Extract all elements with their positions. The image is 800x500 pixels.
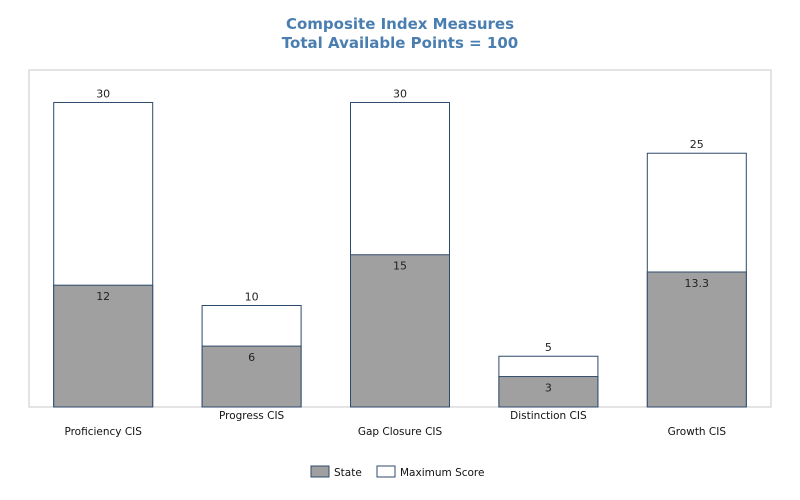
data-label-max-distinction-cis: 5: [545, 341, 552, 354]
legend-swatch-state: [310, 465, 330, 478]
category-label-progress-cis: Progress CIS: [219, 410, 285, 422]
bars-group: [53, 101, 747, 408]
bar-state-proficiency-cis: [53, 284, 154, 408]
legend: State Maximum Score: [310, 465, 484, 479]
data-label-max-progress-cis: 10: [245, 290, 259, 303]
bar-state-growth-cis: [646, 271, 747, 408]
category-label-gap-closure-cis: Gap Closure CIS: [358, 426, 443, 438]
category-label-proficiency-cis: Proficiency CIS: [64, 426, 142, 438]
data-label-max-growth-cis: 25: [690, 138, 704, 151]
category-label-distinction-cis: Distinction CIS: [510, 410, 587, 422]
data-label-max-gap-closure-cis: 30: [393, 87, 407, 100]
labels-group: 30 12 10 6 30 15 5 3 25 13.3: [96, 87, 709, 394]
chart-title: Composite Index Measures: [285, 15, 515, 33]
chart-subtitle: Total Available Points = 100: [281, 34, 519, 52]
bar-state-gap-closure-cis: [350, 254, 450, 408]
category-label-growth-cis: Growth CIS: [668, 426, 727, 438]
legend-label-maximum-score: Maximum Score: [400, 467, 484, 479]
data-label-state-distinction-cis: 3: [545, 382, 552, 395]
data-label-state-proficiency-cis: 12: [96, 290, 110, 303]
bar-state-progress-cis: [201, 345, 302, 408]
data-label-max-proficiency-cis: 30: [96, 87, 110, 100]
legend-swatch-maximum-score: [376, 465, 396, 478]
legend-label-state: State: [334, 467, 362, 479]
data-label-state-growth-cis: 13.3: [685, 277, 710, 290]
bar-state-distinction-cis: [498, 376, 599, 408]
data-label-state-progress-cis: 6: [248, 351, 255, 364]
category-labels-group: Proficiency CIS Progress CIS Gap Closure C…: [64, 410, 726, 438]
data-label-state-gap-closure-cis: 15: [393, 260, 407, 273]
